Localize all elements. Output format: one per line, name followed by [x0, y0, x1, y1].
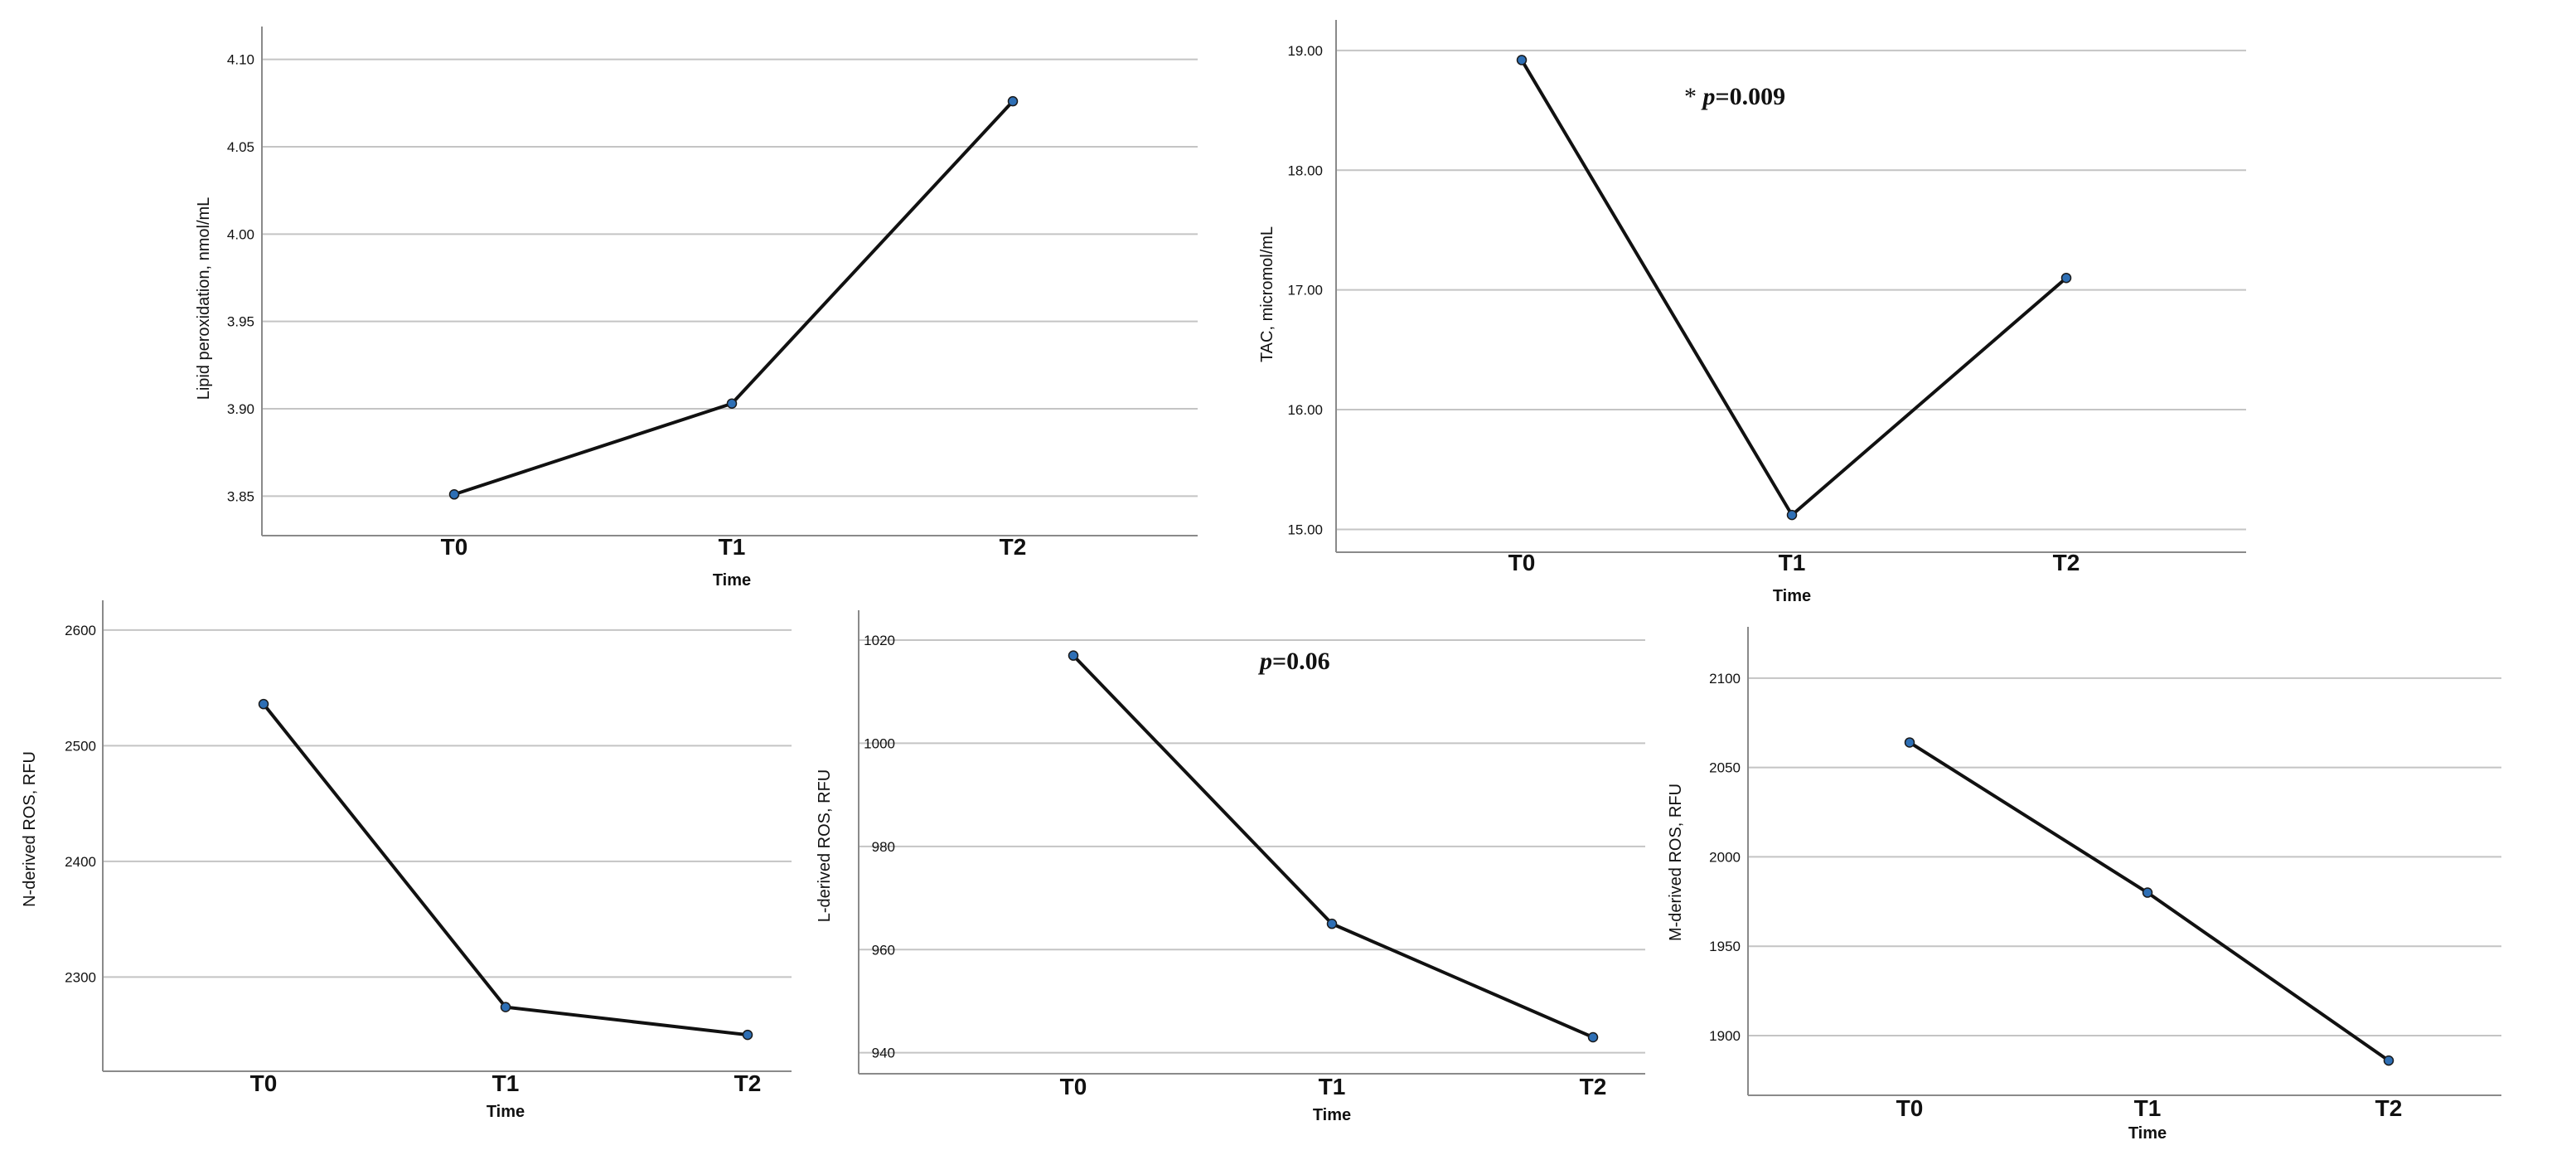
x-category-label: T1: [492, 1070, 520, 1096]
y-tick-label: 1900: [1709, 1028, 1741, 1044]
y-tick-label: 2300: [65, 969, 96, 985]
data-point: [742, 1029, 753, 1041]
data-point: [258, 698, 269, 710]
y-axis-title: L-derived ROS, RFU: [816, 769, 834, 923]
x-category-label: T1: [1319, 1074, 1346, 1099]
p-value-annotation: * p=0.009: [1684, 83, 1785, 110]
p-value-annotation: p=0.06: [1257, 648, 1330, 675]
annotation-value: =0.06: [1272, 648, 1330, 675]
data-point: [1007, 95, 1019, 107]
y-tick-label: 3.85: [227, 488, 254, 504]
x-axis-title: Time: [1313, 1106, 1351, 1124]
y-tick-label: 4.05: [227, 139, 254, 155]
series-line: [1520, 59, 2068, 517]
y-tick-label: 19.00: [1287, 43, 1323, 59]
y-axis-title: Lipid peroxidation, nmol/mL: [195, 197, 213, 400]
y-axis-title: N-derived ROS, RFU: [21, 751, 39, 907]
x-axis-title: Time: [2128, 1124, 2167, 1143]
data-point: [726, 398, 738, 409]
y-tick-label: 960: [872, 942, 895, 958]
x-category-label: T1: [1779, 550, 1806, 575]
x-category-label: T2: [2053, 550, 2080, 575]
y-tick-label: 1000: [864, 735, 895, 751]
chart-1: 3.85 3.90 3.95 4.00 4.05 4.10 T0 T1 T2 Time Lipid …: [195, 27, 1198, 590]
y-tick-label: 940: [872, 1046, 895, 1061]
x-category-label: T1: [719, 534, 746, 560]
data-point: [2060, 272, 2072, 284]
annotation-p: p: [1257, 648, 1272, 675]
x-category-label: T0: [250, 1070, 278, 1096]
y-tick-label: 2400: [65, 854, 96, 870]
y-tick-label: 1020: [864, 633, 895, 648]
x-axis-title: Time: [713, 571, 751, 590]
y-tick-label: 16.00: [1287, 402, 1323, 418]
data-point: [2142, 887, 2153, 898]
x-axis-title: Time: [487, 1103, 525, 1121]
data-point: [500, 1002, 511, 1012]
data-point: [1068, 650, 1079, 661]
x-category-label: T1: [2134, 1095, 2162, 1121]
series-line: [262, 702, 748, 1037]
y-axis-title: M-derived ROS, RFU: [1667, 784, 1685, 941]
y-tick-label: 2100: [1709, 671, 1741, 687]
y-tick-label: 980: [872, 839, 895, 855]
y-axis-title: TAC, micromol/mL: [1258, 226, 1276, 362]
y-tick-label: 1950: [1709, 939, 1741, 954]
y-tick-label: 17.00: [1287, 283, 1323, 298]
x-category-label: T2: [1000, 534, 1027, 560]
chart-4: 940 960 980 1000 1020 T0 T1 T2 Time L-derived ROS…: [816, 610, 1645, 1124]
data-point: [1587, 1031, 1599, 1043]
chart-2: 15.00 16.00 17.00 18.00 19.00 T0 T1 T2 Time TAC, …: [1258, 20, 2246, 605]
y-tick-label: 2050: [1709, 760, 1741, 776]
x-category-label: T2: [2375, 1095, 2403, 1121]
x-category-label: T0: [441, 534, 468, 560]
y-tick-label: 2500: [65, 738, 96, 754]
y-tick-label: 2000: [1709, 849, 1741, 865]
y-tick-label: 3.95: [227, 314, 254, 330]
x-category-label: T2: [1580, 1074, 1607, 1099]
data-point: [1904, 737, 1915, 748]
x-category-label: T2: [734, 1070, 762, 1096]
y-tick-label: 18.00: [1287, 163, 1323, 178]
series-line: [453, 99, 1014, 497]
y-tick-label: 2600: [65, 623, 96, 638]
chart-5: 1900 1950 2000 2050 2100 T0 T1 T2 Time M-derived …: [1667, 627, 2501, 1143]
data-point: [448, 489, 460, 500]
series-line: [1908, 740, 2390, 1062]
data-point: [2383, 1055, 2394, 1066]
y-tick-label: 4.10: [227, 52, 254, 68]
annotation-prefix: *: [1684, 83, 1703, 110]
y-tick-label: 15.00: [1287, 522, 1323, 537]
annotation-p: p: [1701, 83, 1716, 110]
y-tick-label: 4.00: [227, 226, 254, 242]
data-point: [1326, 918, 1338, 929]
data-point: [1786, 509, 1798, 521]
y-tick-label: 3.90: [227, 401, 254, 417]
data-point: [1516, 55, 1528, 66]
chart-3: 2300 2400 2500 2600 T0 T1 T2 Time N-derived ROS,…: [21, 600, 792, 1121]
x-category-label: T0: [1896, 1095, 1924, 1121]
x-axis-title: Time: [1773, 587, 1811, 605]
x-category-label: T0: [1060, 1074, 1087, 1099]
annotation-value: =0.009: [1716, 83, 1786, 110]
x-category-label: T0: [1508, 550, 1536, 575]
